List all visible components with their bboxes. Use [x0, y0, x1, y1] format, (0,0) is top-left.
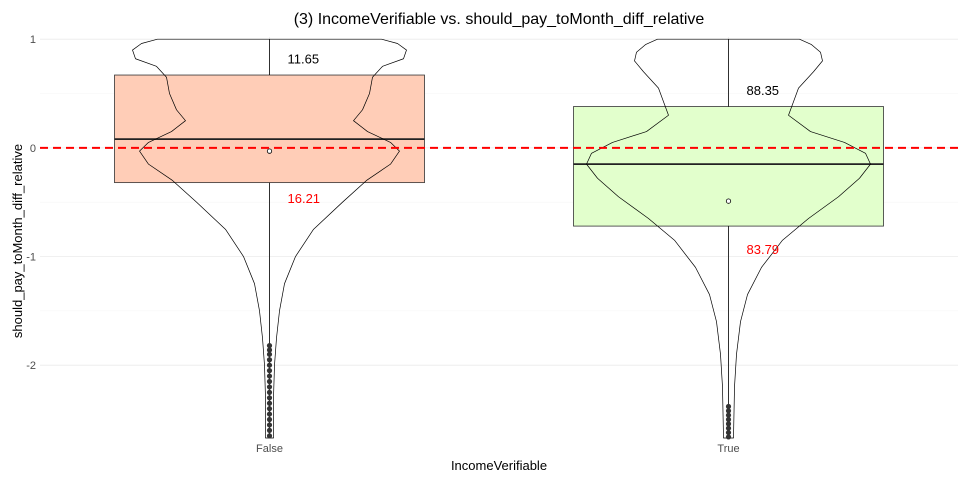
- mean-point: [266, 148, 273, 154]
- outlier-point: [266, 427, 273, 433]
- violin-true: [586, 38, 871, 439]
- outlier-point: [725, 421, 732, 427]
- annotation-label: 83.79: [747, 242, 780, 257]
- x-axis-title: IncomeVerifiable: [451, 458, 547, 473]
- outlier-point: [266, 416, 273, 423]
- outlier-point: [266, 384, 273, 390]
- outlier-point: [725, 434, 732, 440]
- outlier-point: [266, 347, 273, 353]
- x-tick-label: False: [256, 443, 283, 455]
- annotation-label: 11.65: [288, 52, 320, 67]
- y-tick-label: -1: [26, 252, 36, 264]
- outlier-point: [266, 378, 273, 385]
- outlier-point: [266, 343, 273, 349]
- chart-title: (3) IncomeVerifiable vs. should_pay_toMo…: [294, 11, 705, 28]
- outlier-point: [725, 412, 732, 418]
- outlier-point: [266, 411, 273, 417]
- outlier-point: [266, 357, 273, 363]
- outlier-point: [725, 425, 732, 431]
- annotation-label: 16.21: [288, 191, 321, 206]
- box-false: [114, 74, 425, 184]
- violin-false: [132, 38, 407, 439]
- mean-point: [725, 198, 732, 204]
- outlier-point: [266, 351, 273, 357]
- x-tick-label: True: [717, 443, 739, 455]
- y-tick-label: -2: [26, 360, 36, 372]
- outlier-point: [266, 389, 273, 395]
- y-tick-label: 1: [30, 34, 36, 46]
- outlier-point: [266, 400, 273, 406]
- outlier-point: [725, 416, 732, 423]
- outlier-point: [266, 422, 273, 428]
- plot-area: 1 0 -1 -2 False True 11.65 16.21 88.35 83.79: [26, 34, 958, 455]
- outlier-point: [725, 403, 732, 410]
- outlier-point: [725, 408, 732, 414]
- box-true: [573, 106, 884, 227]
- y-axis-title: should_pay_toMonth_diff_relative: [10, 144, 25, 338]
- annotation-label: 88.35: [747, 83, 780, 98]
- y-tick-label: 0: [30, 143, 36, 155]
- outlier-point: [266, 368, 273, 374]
- outlier-point: [266, 406, 273, 412]
- outlier-point: [266, 373, 273, 379]
- outlier-point: [266, 395, 273, 401]
- outlier-point: [266, 362, 273, 368]
- outlier-point: [725, 429, 732, 436]
- outlier-point: [266, 433, 273, 439]
